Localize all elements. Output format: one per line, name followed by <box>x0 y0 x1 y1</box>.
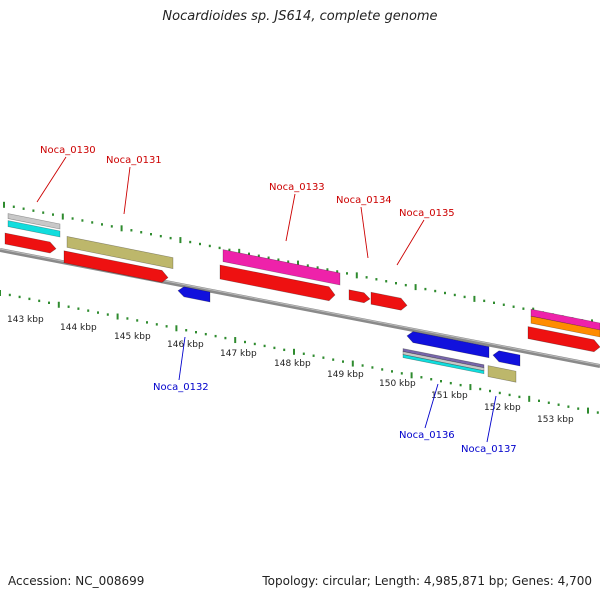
feature-silver <box>7 213 61 230</box>
gene-label-reverse: Noca_0137 <box>461 444 517 455</box>
features <box>4 213 600 383</box>
scale-label: 147 kbp <box>220 349 257 359</box>
feature-blue <box>406 331 490 359</box>
scale-label: 149 kbp <box>327 370 364 380</box>
label-leader-line <box>486 395 497 443</box>
feature-red <box>219 264 336 302</box>
gene-label-forward: Noca_0133 <box>269 182 325 193</box>
feature-red <box>370 291 408 311</box>
gene-label-forward: Noca_0134 <box>336 195 392 206</box>
label-leader-line <box>424 383 439 429</box>
feature-khaki <box>66 236 174 269</box>
tick-marks <box>0 201 599 414</box>
feature-khaki <box>487 365 517 383</box>
label-leader-line <box>360 206 369 259</box>
label-leader-line <box>36 156 67 203</box>
gene-label-reverse: Noca_0132 <box>153 382 209 393</box>
label-leader-line <box>178 336 186 381</box>
feature-cyan <box>7 220 61 238</box>
feature-blue <box>492 350 521 367</box>
scale-label: 144 kbp <box>60 323 97 333</box>
scale-label: 146 kbp <box>167 340 204 350</box>
scale-label: 145 kbp <box>114 332 151 342</box>
feature-orange <box>530 315 600 338</box>
gene-label-reverse: Noca_0136 <box>399 430 455 441</box>
feature-red <box>348 289 371 304</box>
feature-magenta <box>222 249 341 286</box>
feature-red <box>63 250 169 283</box>
gene-label-forward: Noca_0135 <box>399 208 455 219</box>
scale-label: 150 kbp <box>379 379 416 389</box>
gene-labels: Noca_0130 Noca_0131 Noca_0133 Noca_0134 Noca… <box>36 145 517 455</box>
scale-label: 151 kbp <box>431 391 468 401</box>
feature-red <box>4 232 57 254</box>
feature-magenta <box>530 308 600 331</box>
scale-label: 143 kbp <box>7 315 44 325</box>
scale-label: 152 kbp <box>484 403 521 413</box>
label-leader-line <box>123 166 131 215</box>
label-leader-line <box>285 193 296 242</box>
feature-red <box>527 326 600 353</box>
scale-label: 153 kbp <box>537 415 574 425</box>
map-title: Nocardioides sp. JS614, complete genome <box>162 9 438 24</box>
scale-label: 148 kbp <box>274 359 311 369</box>
label-leader-line <box>396 219 425 266</box>
feature-blue <box>177 286 211 303</box>
accession-text: Accession: NC_008699 <box>8 574 145 588</box>
gene-label-forward: Noca_0130 <box>40 145 96 156</box>
genome-summary-text: Topology: circular; Length: 4,985,871 bp… <box>262 574 592 588</box>
scale-labels: 143 kbp 144 kbp 145 kbp 146 kbp 147 kbp 148 k… <box>7 315 574 425</box>
feature-cyan <box>402 354 485 375</box>
gene-label-forward: Noca_0131 <box>106 155 162 166</box>
